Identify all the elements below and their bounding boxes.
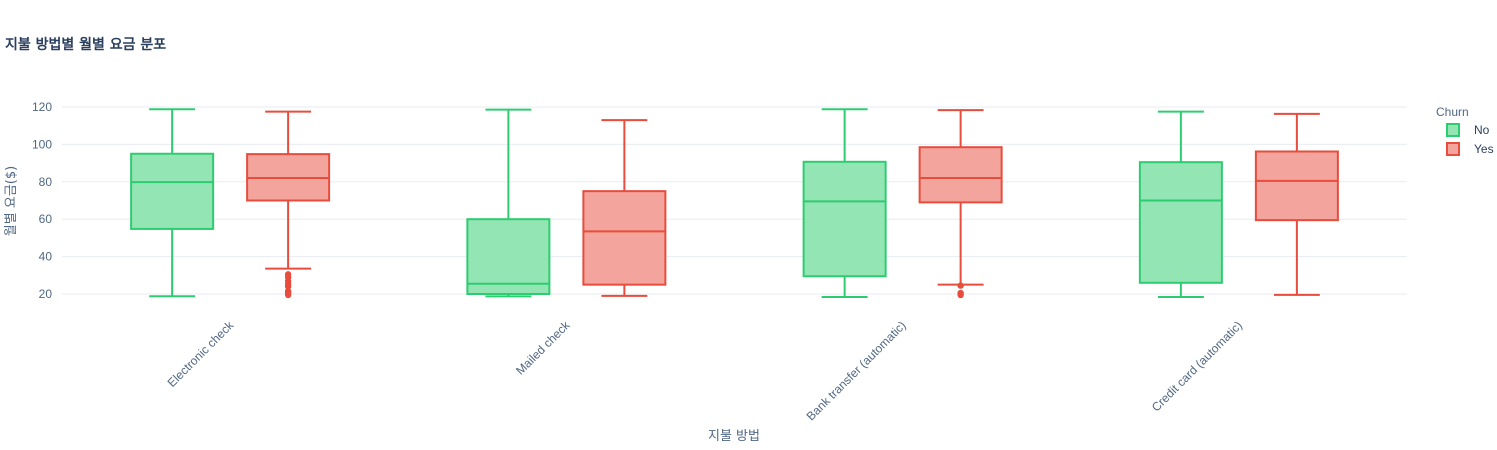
iqr-box [582,190,667,286]
box-yes-1 [582,119,667,297]
iqr-box [1138,161,1223,284]
legend-swatch-no [1446,123,1460,137]
chart-title: 지불 방법별 월별 요금 분포 [5,36,166,53]
outlier-point [957,289,964,297]
outlier-point [957,282,964,289]
x-tick-label: Electronic check [165,318,237,390]
legend-label-no: No [1474,123,1490,137]
y-tick-label: 60 [39,212,53,226]
box-yes-3 [1254,112,1339,296]
legend-swatch-yes [1446,142,1460,156]
legend: Churn No Yes [1436,105,1494,156]
y-axis-title: 월별 요금($) [4,166,19,236]
box-yes-2 [918,109,1003,299]
y-tick-label: 80 [39,175,53,189]
iqr-box [466,218,551,295]
box-no-1 [466,108,551,298]
box-plots [130,108,1339,299]
y-axis-ticks: 20 40 60 80 100 120 [32,100,52,301]
outlier-point [284,271,292,278]
legend-title: Churn [1436,105,1469,119]
y-tick-label: 40 [39,250,53,264]
iqr-box [918,146,1003,204]
outlier-point [284,287,292,295]
x-tick-label: Bank transfer (automatic) [804,318,909,423]
legend-label-yes: Yes [1474,142,1494,156]
iqr-box [1254,150,1339,222]
iqr-box [802,160,887,278]
iqr-box [130,152,215,230]
y-tick-label: 100 [32,137,52,151]
box-no-2 [802,108,887,298]
x-axis-title: 지불 방법 [708,429,760,444]
x-tick-label: Mailed check [513,318,573,378]
box-yes-0 [246,110,331,299]
box-no-0 [130,108,215,298]
x-axis-ticks: Electronic check Mailed check Bank transfe… [165,318,1245,424]
y-tick-label: 120 [32,100,52,114]
y-tick-label: 20 [39,287,53,301]
box-no-3 [1138,110,1223,298]
x-tick-label: Credit card (automatic) [1149,318,1245,414]
